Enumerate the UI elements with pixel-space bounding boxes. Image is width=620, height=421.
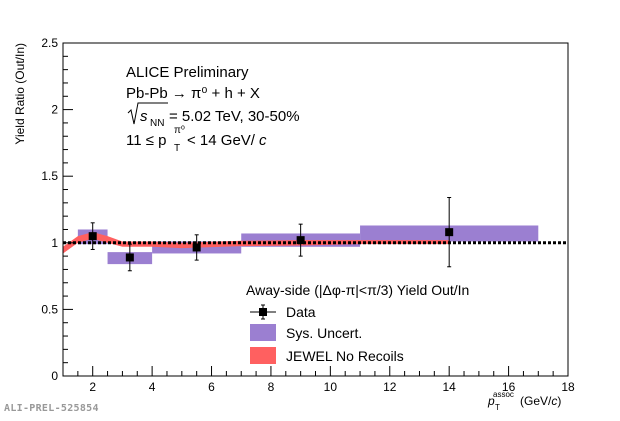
data-marker bbox=[125, 253, 134, 262]
svg-text:(GeV/c): (GeV/c) bbox=[520, 394, 561, 408]
data-marker bbox=[296, 236, 305, 245]
legend-entry-data: Data bbox=[250, 304, 316, 320]
svg-text:= 5.02 TeV, 30-50%: = 5.02 TeV, 30-50% bbox=[169, 108, 300, 125]
y-tick-label: 0.5 bbox=[41, 302, 58, 316]
data-point bbox=[192, 234, 201, 261]
plot-annotations: ALICE Preliminary Pb-Pb → π⁰ + h + X s N… bbox=[126, 64, 300, 154]
x-tick-label: 10 bbox=[324, 380, 338, 394]
x-tick-label: 18 bbox=[561, 380, 575, 394]
x-tick-label: 6 bbox=[208, 380, 215, 394]
x-tick-label: 2 bbox=[89, 380, 96, 394]
legend-label-data: Data bbox=[286, 304, 316, 320]
x-tick-label: 16 bbox=[502, 380, 516, 394]
x-tick-label: 4 bbox=[149, 380, 156, 394]
annotation-energy: s NN = 5.02 TeV, 30-50% bbox=[127, 102, 300, 129]
annotation-prelim: ALICE Preliminary bbox=[126, 64, 249, 81]
jewel-band bbox=[63, 232, 450, 254]
y-axis-label: Yield Ratio (Out/In) bbox=[13, 43, 27, 145]
legend-entry-sys: Sys. Uncert. bbox=[250, 324, 362, 341]
legend-entry-jewel: JEWEL No Recoils bbox=[250, 347, 404, 364]
annotation-system: Pb-Pb → π⁰ + h + X bbox=[126, 85, 260, 102]
y-tick-label: 1.5 bbox=[41, 169, 58, 183]
annotation-trigger: 11 ≤ p T π⁰ < 14 GeV/ c bbox=[126, 125, 267, 154]
y-tick-label: 1 bbox=[51, 236, 58, 250]
x-axis-label: p T assoc (GeV/c) bbox=[487, 390, 561, 412]
data-point bbox=[88, 222, 97, 250]
watermark: ALI-PREL-525854 bbox=[4, 403, 99, 414]
svg-text:c: c bbox=[259, 132, 267, 149]
data-marker bbox=[88, 232, 97, 241]
axes: 0 0.5 1 1.5 2 2.5 2 4 6 8 10 12 14 16 18 bbox=[41, 36, 575, 394]
data-marker bbox=[445, 228, 454, 237]
x-tick-label: 12 bbox=[383, 380, 397, 394]
data-marker bbox=[192, 243, 201, 252]
legend: Away-side (|Δφ-π|<π/3) Yield Out/In Data… bbox=[246, 282, 469, 364]
data-points bbox=[88, 197, 454, 272]
legend-label-jewel: JEWEL No Recoils bbox=[286, 348, 404, 364]
x-tick-label: 8 bbox=[268, 380, 275, 394]
y-tick-label: 2 bbox=[51, 103, 58, 117]
y-tick-label: 0 bbox=[51, 369, 58, 383]
svg-text:T: T bbox=[495, 403, 500, 412]
jewel-band-area bbox=[63, 232, 450, 254]
svg-text:< 14 GeV/: < 14 GeV/ bbox=[187, 132, 256, 149]
x-tick-label: 14 bbox=[442, 380, 456, 394]
y-tick-label: 2.5 bbox=[41, 36, 58, 50]
data-point bbox=[296, 223, 305, 257]
data-point bbox=[445, 197, 454, 268]
svg-text:assoc: assoc bbox=[493, 390, 514, 399]
svg-text:T: T bbox=[174, 143, 180, 154]
svg-text:NN: NN bbox=[150, 118, 164, 129]
svg-text:p: p bbox=[487, 394, 495, 408]
data-point bbox=[125, 243, 134, 272]
legend-label-sys: Sys. Uncert. bbox=[286, 325, 362, 341]
legend-header: Away-side (|Δφ-π|<π/3) Yield Out/In bbox=[246, 282, 469, 298]
svg-text:11 ≤ p: 11 ≤ p bbox=[126, 132, 166, 149]
svg-text:s: s bbox=[140, 108, 148, 125]
svg-text:π⁰: π⁰ bbox=[174, 125, 185, 136]
